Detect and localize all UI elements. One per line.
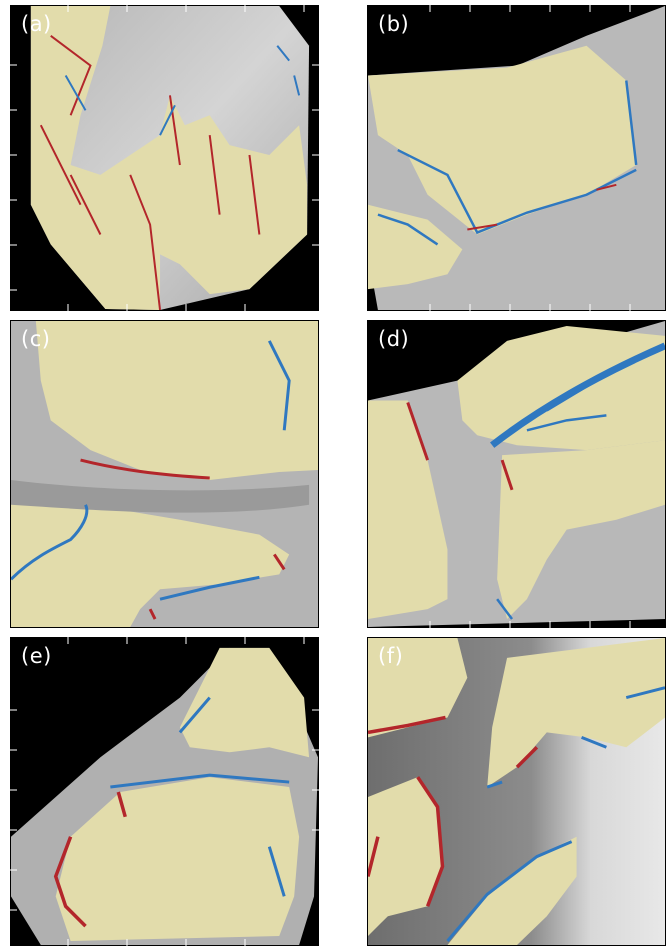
marsh-upper-right [457,325,665,451]
panel-b: (b) [367,5,666,311]
red-edges [80,458,286,620]
red-edges [53,791,127,928]
marsh-left [368,777,443,937]
blue-edges [110,696,290,897]
panel-c: (c) [10,320,319,628]
marsh-bottom [447,836,577,945]
panel-label-d: (d) [378,327,410,351]
panel-e: (e) [10,637,319,946]
panel-d: (d) [367,320,666,628]
panel-label-c: (c) [21,327,51,351]
panel-label-f: (f) [378,644,404,668]
channel-edges [39,35,261,310]
panel-b-map [368,6,665,310]
marsh-upper-left [368,638,468,738]
blue-edges [11,340,291,601]
marsh-upper-right [487,638,665,788]
panel-d-map [368,321,665,627]
red-edges [467,183,617,231]
panel-label-e: (e) [21,644,52,668]
marsh-left [368,400,448,620]
channel [11,479,310,513]
blue-edges [446,686,665,942]
blue-edges [64,45,301,136]
blue-edges [377,80,638,246]
panel-e-map [11,638,318,945]
marsh-lower-right [497,440,665,620]
panel-label-b: (b) [378,12,410,36]
marsh-main [55,777,300,942]
panel-a-map [11,6,318,310]
panel-label-a: (a) [21,12,52,36]
marsh-lower [11,499,290,627]
panel-f-map [368,638,665,945]
panel-a: (a) [10,5,319,311]
channel-blue [490,342,665,448]
marsh-lower [368,204,463,290]
marsh-upper [179,647,310,758]
panel-f: (f) [367,637,666,946]
red-edges [406,401,514,491]
blue-branches [496,379,607,620]
red-edges [368,715,539,907]
marsh-upper [35,321,318,480]
panel-c-map [11,321,318,627]
marsh-platform [368,45,637,235]
